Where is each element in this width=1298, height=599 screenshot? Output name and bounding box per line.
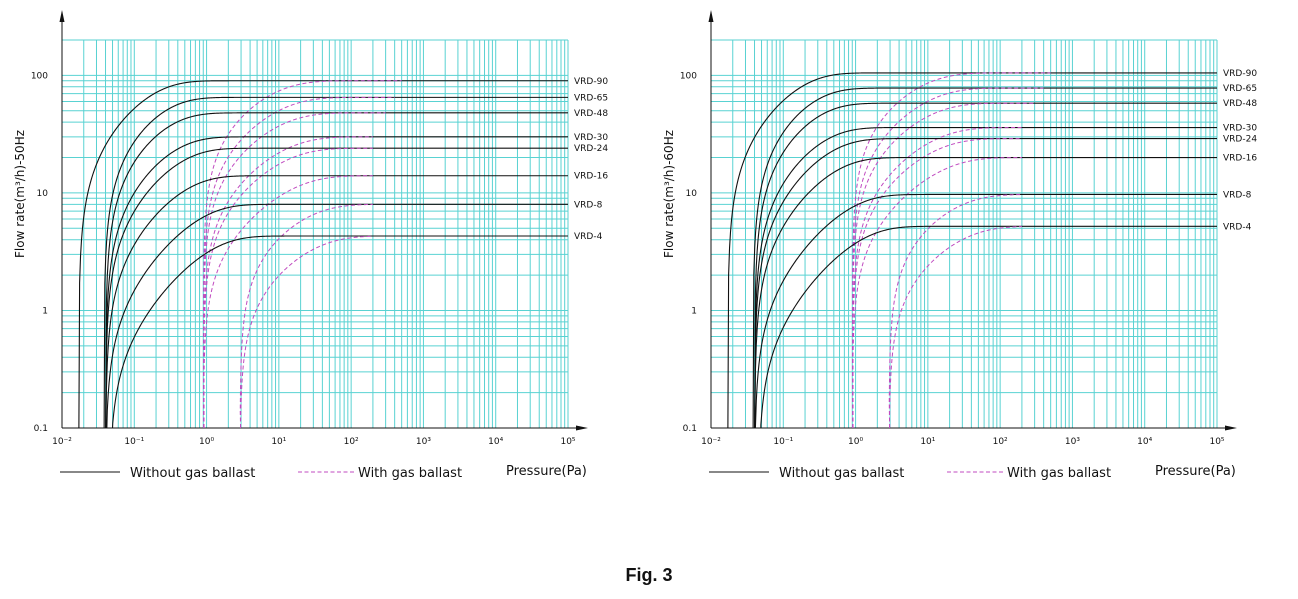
x-axis-label: Pressure(Pa) (506, 464, 587, 479)
x-tick-label: 10⁻² (52, 437, 72, 447)
series-line-vrd-4 (760, 225, 1217, 428)
series-label: VRD-30 (574, 133, 608, 143)
series-label: VRD-4 (1223, 222, 1252, 232)
series-dashed-vrd-4 (889, 226, 1022, 429)
x-tick-label: 10⁵ (560, 437, 575, 447)
series-line-vrd-48 (754, 102, 1217, 429)
chart-60hz-svg: 10⁻² 10⁻¹ 10⁰ 10¹ 10² 10³ 10⁴ 10⁵ 0.1 1 10 100 Flow … (662, 10, 1257, 481)
legend-label: With gas ballast (358, 466, 462, 481)
x-tick-label: 10⁻¹ (773, 437, 793, 447)
series-label: VRD-48 (1223, 99, 1257, 109)
x-tick-label: 10⁴ (488, 437, 503, 447)
x-tick-label: 10² (993, 437, 1008, 447)
series-line-vrd-8 (106, 203, 568, 429)
series-label: VRD-8 (574, 200, 603, 210)
series-label: VRD-65 (1223, 84, 1257, 94)
grid (710, 39, 1218, 429)
x-tick-label: 10² (344, 437, 359, 447)
y-axis-arrow (708, 10, 714, 22)
y-tick-label: 10 (37, 189, 49, 199)
y-tick-label: 10 (686, 189, 698, 199)
series-line-vrd-16 (105, 175, 568, 429)
series-dashed-vrd-24 (203, 147, 373, 429)
legend-label: Without gas ballast (779, 466, 904, 481)
chart-60hz: 10⁻² 10⁻¹ 10⁰ 10¹ 10² 10³ 10⁴ 10⁵ 0.1 1 10 100 Flow … (649, 0, 1298, 520)
series-line-vrd-48 (105, 112, 568, 429)
x-axis-arrow (576, 425, 588, 431)
series-line-vrd-4 (111, 235, 568, 429)
y-axis-label: Flow rate(m³/h)-50Hz (13, 130, 27, 258)
figure-caption: Fig. 3 (625, 565, 673, 585)
x-tick-label: 10¹ (271, 437, 286, 447)
series-dashed-vrd-16 (203, 175, 373, 429)
y-tick-label: 0.1 (683, 424, 697, 434)
chart-50hz: 10⁻² 10⁻¹ 10⁰ 10¹ 10² 10³ 10⁴ 10⁵ 0.1 1 10 100 Flow … (0, 0, 649, 520)
series-dashed-vrd-90 (203, 80, 402, 429)
series-line-vrd-90 (78, 80, 568, 429)
series-dashed-vrd-90 (852, 72, 1051, 429)
series-line-vrd-24 (105, 147, 568, 429)
x-tick-label: 10³ (416, 437, 431, 447)
series-dashed-vrd-65 (852, 87, 1044, 429)
series-line-vrd-30 (754, 126, 1217, 429)
y-tick-label: 100 (680, 71, 697, 81)
series-label: VRD-24 (1223, 135, 1257, 145)
series-dashed-vrd-8 (239, 203, 373, 429)
series-line-vrd-90 (727, 72, 1217, 429)
curves (78, 80, 568, 429)
y-axis-arrow (59, 10, 65, 22)
series-line-vrd-65 (103, 96, 568, 429)
x-tick-label: 10⁰ (848, 437, 863, 447)
series-dashed-vrd-65 (203, 96, 395, 429)
series-line-vrd-30 (105, 136, 568, 429)
curves (727, 72, 1217, 429)
legend-label: With gas ballast (1007, 466, 1111, 481)
y-tick-label: 1 (691, 306, 697, 316)
series-label: VRD-4 (574, 232, 603, 242)
y-tick-label: 1 (42, 306, 48, 316)
y-tick-label: 0.1 (34, 424, 48, 434)
series-dashed-vrd-30 (203, 136, 373, 429)
series-dashed-vrd-4 (240, 235, 373, 429)
grid (61, 39, 569, 429)
series-dashed-vrd-48 (852, 102, 1035, 429)
series-label: VRD-48 (574, 109, 608, 119)
series-label: VRD-8 (1223, 190, 1252, 200)
series-line-vrd-16 (754, 156, 1217, 429)
x-tick-label: 10⁻² (701, 437, 721, 447)
series-label: VRD-65 (574, 93, 608, 103)
series-line-vrd-8 (754, 193, 1217, 428)
x-tick-label: 10⁰ (199, 437, 214, 447)
series-label: VRD-16 (1223, 154, 1257, 164)
x-tick-label: 10¹ (920, 437, 935, 447)
x-tick-label: 10⁴ (1137, 437, 1152, 447)
series-line-vrd-24 (754, 138, 1217, 429)
series-dashed-vrd-24 (852, 138, 1022, 429)
y-tick-label: 100 (31, 71, 48, 81)
chart-50hz-svg: 10⁻² 10⁻¹ 10⁰ 10¹ 10² 10³ 10⁴ 10⁵ 0.1 1 10 100 Flow … (13, 10, 608, 481)
series-dashed-vrd-8 (888, 194, 1022, 429)
series-label: VRD-16 (574, 172, 608, 182)
x-tick-label: 10³ (1065, 437, 1080, 447)
x-axis-arrow (1225, 425, 1237, 431)
x-tick-label: 10⁵ (1209, 437, 1224, 447)
legend-label: Without gas ballast (130, 466, 255, 481)
series-label: VRD-90 (1223, 69, 1257, 79)
series-dashed-vrd-48 (203, 112, 386, 429)
series-label: VRD-24 (574, 144, 608, 154)
series-label: VRD-30 (1223, 124, 1257, 134)
series-label: VRD-90 (574, 77, 608, 87)
x-axis-label: Pressure(Pa) (1155, 464, 1236, 479)
y-axis-label: Flow rate(m³/h)-60Hz (662, 130, 676, 258)
x-tick-label: 10⁻¹ (124, 437, 144, 447)
